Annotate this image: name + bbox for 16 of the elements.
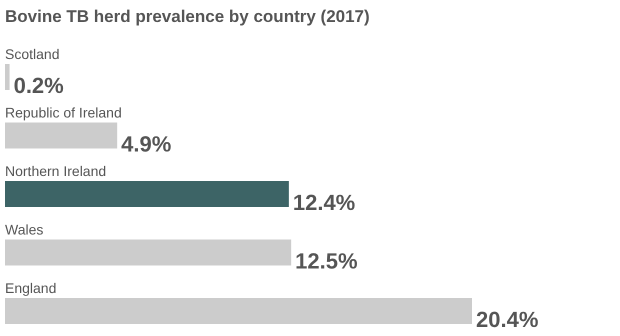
data-label: 12.4% bbox=[292, 190, 356, 215]
bar bbox=[5, 298, 472, 324]
y-tick-label: England bbox=[5, 280, 56, 296]
y-tick-label: Republic of Ireland bbox=[5, 104, 122, 120]
data-label: 4.9% bbox=[121, 132, 172, 156]
y-tick-label: Northern Ireland bbox=[5, 163, 106, 179]
bar bbox=[5, 181, 289, 207]
data-label: 0.2% bbox=[14, 73, 64, 98]
y-tick-label: Wales bbox=[5, 222, 44, 238]
y-tick-label: Scotland bbox=[5, 46, 60, 62]
data-label: 12.5% bbox=[295, 248, 358, 274]
bar bbox=[5, 64, 10, 90]
chart-title: Bovine TB herd prevalence by country (2017) bbox=[5, 7, 370, 26]
bar bbox=[5, 240, 292, 266]
data-label: 20.4% bbox=[476, 307, 538, 332]
bar bbox=[5, 122, 118, 148]
